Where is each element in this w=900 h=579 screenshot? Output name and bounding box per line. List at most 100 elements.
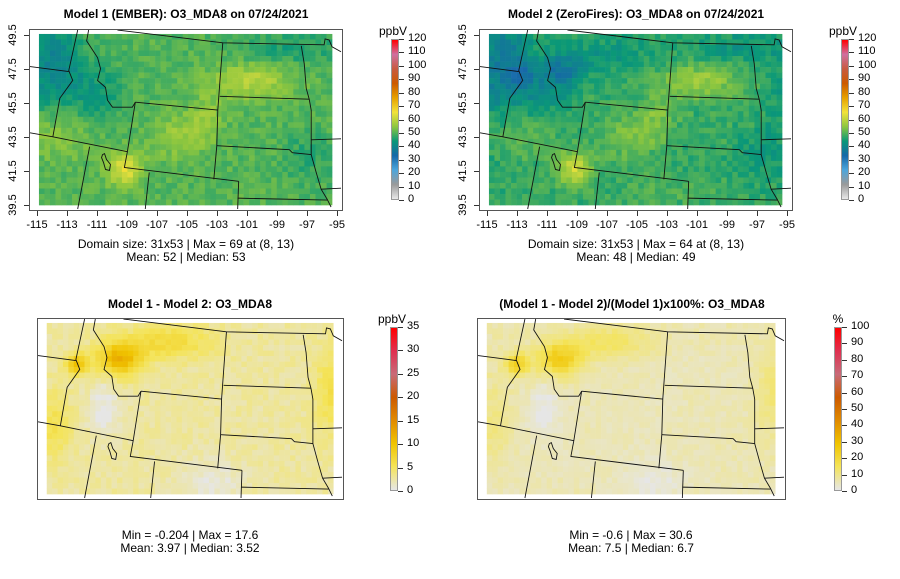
heatmap-cell [538,177,545,184]
heatmap-cell [257,427,264,434]
heatmap-cell [704,149,711,156]
heatmap-cell [260,166,266,173]
heatmap-cell [72,199,78,206]
heatmap-cell [676,133,683,140]
heatmap-cell [210,149,217,156]
heatmap-cell [155,127,161,134]
heatmap-cell [287,39,294,46]
heatmap-cell [116,160,123,167]
heatmap-cell [671,182,678,189]
heatmap-cell [743,199,750,206]
heatmap-cell [219,416,226,423]
heatmap-cell [50,67,56,73]
heatmap-cell [260,199,266,206]
heatmap-cell [571,111,578,118]
heatmap-cell [566,39,573,46]
heatmap-cell [511,50,517,57]
heatmap-cell [116,94,123,101]
heatmap-cell [149,466,156,473]
heatmap-cell [68,383,75,390]
heatmap-cell [121,199,128,206]
heatmap-cell [215,194,222,200]
heatmap-cell [57,389,64,396]
heatmap-cell [149,171,156,178]
heatmap-cell [257,367,264,373]
heatmap-cell [73,477,80,484]
heatmap-cell [155,199,161,206]
heatmap-cell [68,345,75,351]
heatmap-cell [260,133,266,140]
heatmap-cell [160,199,167,206]
heatmap-cell [187,333,194,340]
heatmap-cell [215,83,222,90]
heatmap-cell [241,350,248,357]
heatmap-cell [516,182,523,189]
heatmap-cell [52,488,58,495]
heatmap-cell [55,72,62,79]
heatmap-cell [187,444,194,451]
heatmap-cell [759,105,766,112]
heatmap-cell [309,160,316,167]
heatmap-cell [295,460,302,467]
heatmap-cell [73,466,80,473]
heatmap-cell [100,389,107,396]
heatmap-cell [121,100,128,107]
heatmap-cell [254,188,261,195]
heatmap-cell [726,50,733,57]
heatmap-cell [699,122,705,129]
heatmap-cell [241,394,248,401]
heatmap-cell [214,477,221,484]
heatmap-cell [693,44,700,51]
heatmap-cell [765,89,772,95]
heatmap-cell [676,111,683,118]
heatmap-cell [317,383,323,390]
heatmap-cell [605,100,611,107]
heatmap-cell [83,194,90,200]
heatmap-cell [177,56,184,62]
heatmap-cell [544,94,551,101]
heatmap-cell [643,188,650,195]
heatmap-cell [38,39,45,46]
heatmap-cell [62,416,69,423]
heatmap-cell [660,155,667,162]
heatmap-cell [544,182,551,189]
heatmap-cell [660,89,667,95]
heatmap-cell [290,350,296,357]
heatmap-cell [327,460,334,467]
heatmap-cell [522,182,528,189]
heatmap-cell [110,138,117,145]
heatmap-cell [181,477,188,484]
heatmap-cell [594,171,600,178]
heatmap-cell [682,188,689,195]
state-boundary [585,101,668,111]
heatmap-cell [226,122,233,129]
heatmap-cell [317,422,323,429]
heatmap-cell [117,345,123,351]
heatmap-cell [273,438,280,445]
heatmap-cell [511,127,517,134]
heatmap-cell [88,155,95,162]
heatmap-cell [710,166,716,173]
heatmap-cell [165,483,172,489]
heatmap-cell [566,116,573,123]
heatmap-cell [50,199,56,206]
heatmap-cell [306,460,312,467]
heatmap-cell [166,89,172,95]
heatmap-cell [84,471,91,478]
heatmap-cell [627,33,634,40]
heatmap-cell [154,367,161,373]
heatmap-cell [127,166,134,173]
heatmap-cell [144,322,150,329]
heatmap-cell [165,367,172,373]
heatmap-cell [144,361,150,368]
heatmap-cell [144,94,150,101]
heatmap-cell [268,378,275,384]
heatmap-cell [155,149,161,156]
heatmap-cell [284,488,291,495]
heatmap-cell [776,67,783,73]
heatmap-cell [754,122,761,129]
heatmap-cell [268,433,275,440]
heatmap-cell [260,116,266,123]
heatmap-cell [287,194,294,200]
heatmap-cell [219,444,226,451]
